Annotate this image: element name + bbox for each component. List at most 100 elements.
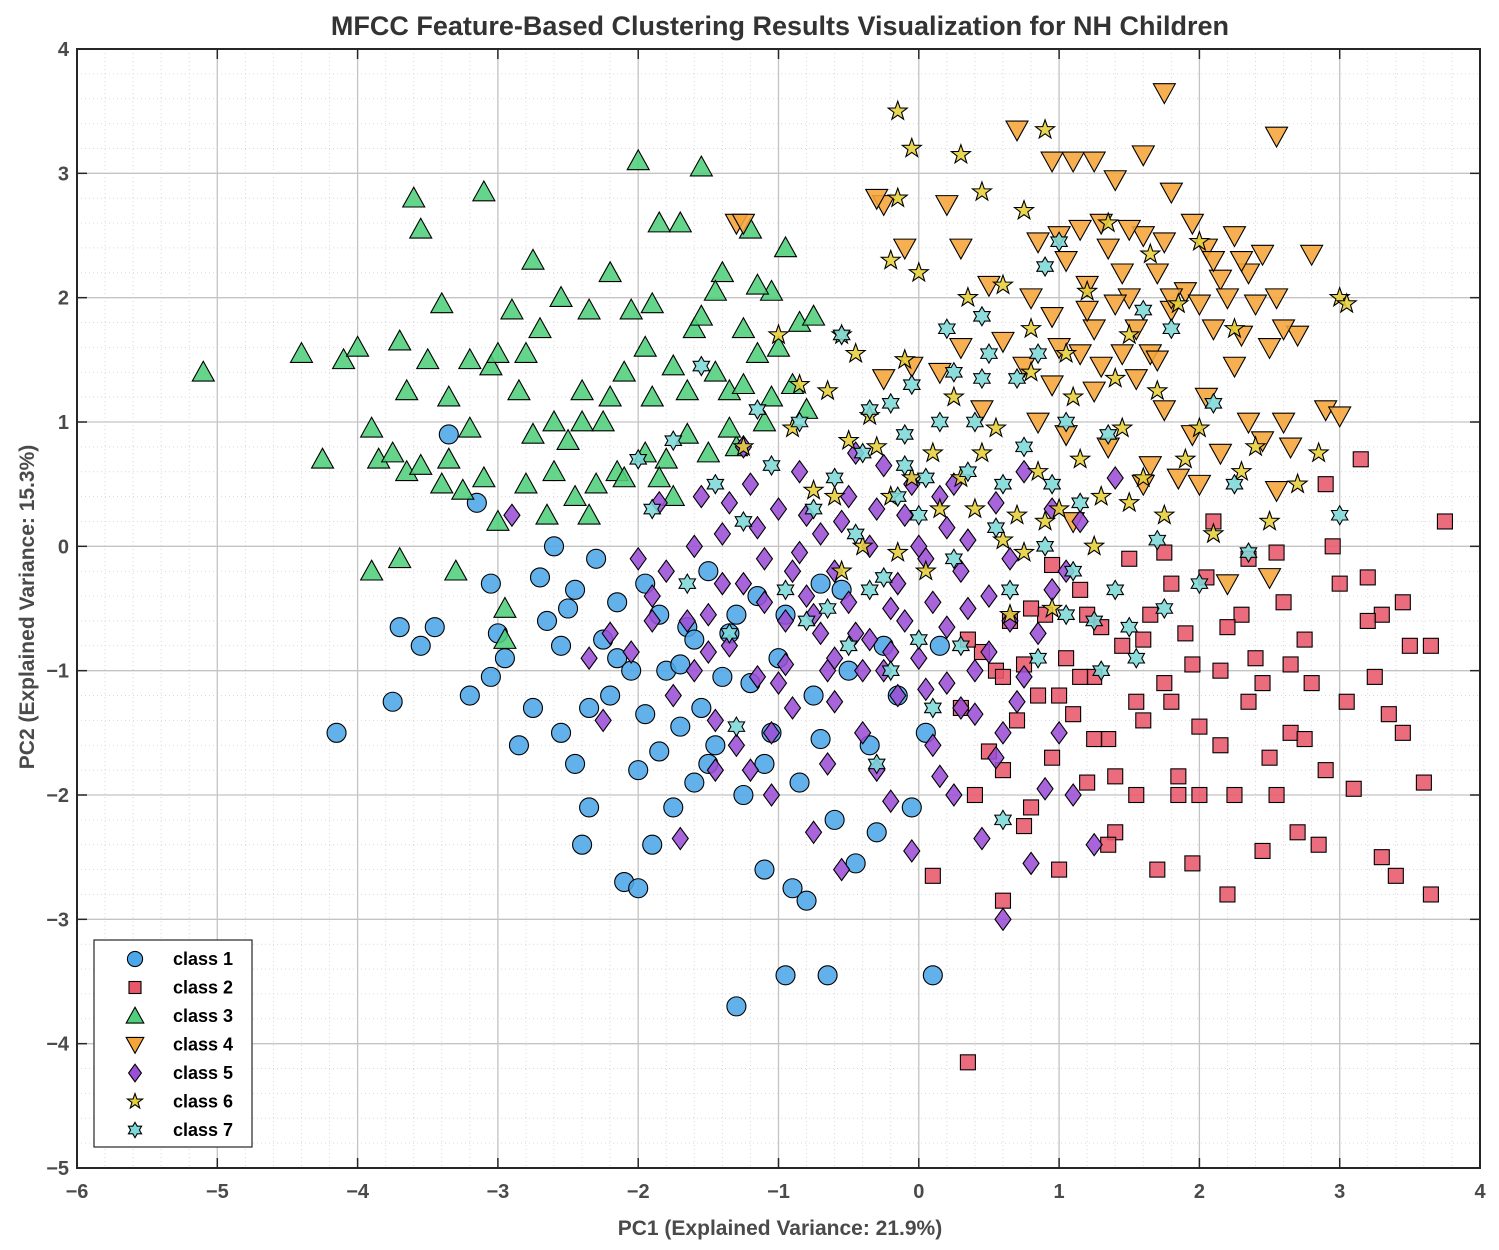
data-point	[1055, 341, 1078, 364]
data-point	[703, 279, 728, 301]
data-point	[832, 324, 851, 346]
data-point	[1184, 656, 1201, 673]
data-point	[993, 809, 1013, 831]
data-point	[684, 629, 705, 650]
data-point	[1268, 786, 1285, 804]
data-point	[810, 728, 831, 750]
data-point	[1244, 435, 1267, 457]
data-point	[801, 304, 826, 326]
data-point	[963, 497, 987, 519]
series-class-5	[503, 434, 1124, 932]
data-point	[1097, 211, 1120, 233]
data-point	[1271, 412, 1296, 435]
data-point	[565, 753, 586, 774]
data-point	[1202, 522, 1225, 544]
data-point	[1099, 423, 1118, 446]
data-point	[775, 965, 796, 986]
data-point	[1243, 294, 1268, 317]
data-point	[845, 853, 866, 874]
data-point	[394, 378, 419, 401]
data-point	[598, 385, 623, 407]
data-point	[579, 797, 600, 818]
data-point	[1100, 836, 1117, 853]
data-point	[1065, 706, 1082, 723]
data-point	[508, 735, 529, 756]
data-point	[643, 584, 661, 609]
data-point	[909, 504, 928, 526]
data-point	[713, 521, 732, 546]
data-point	[514, 341, 538, 363]
data-point	[685, 534, 704, 559]
data-point	[647, 465, 672, 488]
data-point	[629, 448, 648, 470]
data-point	[868, 497, 886, 521]
data-point	[731, 372, 756, 395]
data-point	[1225, 473, 1244, 495]
data-point	[1086, 730, 1103, 748]
data-point	[741, 758, 760, 783]
data-point	[514, 472, 538, 494]
data-point	[959, 528, 977, 553]
legend-label: class 2	[173, 978, 233, 998]
data-point	[1103, 170, 1128, 192]
data-point	[902, 374, 921, 396]
y-tick-label: 0	[58, 536, 69, 558]
data-point	[803, 685, 824, 706]
data-point	[563, 484, 587, 506]
data-point	[804, 820, 823, 845]
data-point	[1092, 660, 1111, 682]
data-point	[748, 515, 767, 540]
data-point	[720, 633, 739, 658]
data-point	[1069, 447, 1092, 469]
data-point	[916, 467, 935, 489]
y-axis-label: PC2 (Explained Variance: 15.3%)	[16, 445, 39, 769]
data-point	[938, 515, 956, 540]
data-point	[993, 473, 1013, 495]
data-point	[811, 521, 830, 546]
data-point	[773, 235, 798, 258]
data-point	[1028, 647, 1048, 669]
data-point	[1026, 460, 1050, 482]
data-point	[853, 442, 872, 464]
data-point	[1064, 783, 1082, 807]
data-point	[586, 548, 607, 569]
data-point	[1100, 730, 1117, 748]
data-point	[557, 598, 579, 619]
data-point	[896, 503, 914, 528]
data-point	[789, 772, 810, 793]
data-point	[1058, 650, 1075, 667]
data-point	[881, 660, 900, 682]
data-point	[965, 411, 985, 433]
data-point	[1191, 786, 1208, 804]
data-point	[1138, 456, 1163, 478]
data-point	[712, 666, 733, 687]
data-point	[921, 441, 944, 463]
data-point	[1005, 120, 1029, 142]
data-point	[811, 621, 830, 646]
data-point	[810, 573, 831, 594]
data-point	[1035, 255, 1055, 278]
data-point	[952, 696, 970, 720]
data-point	[600, 685, 621, 706]
data-point	[1050, 720, 1068, 745]
data-point	[886, 540, 909, 562]
legend-label: class 1	[173, 949, 233, 969]
chart-title: MFCC Feature-Based Clustering Results Vi…	[331, 11, 1229, 41]
data-point	[664, 430, 683, 452]
legend-marker	[125, 1091, 145, 1110]
data-point	[661, 484, 686, 506]
data-point	[1208, 443, 1233, 466]
data-point	[1026, 232, 1050, 254]
data-point	[924, 733, 942, 758]
data-point	[1215, 288, 1240, 310]
data-point	[529, 567, 551, 588]
data-point	[892, 238, 917, 261]
data-point	[952, 559, 970, 584]
data-point	[717, 416, 742, 438]
data-point	[930, 411, 950, 433]
data-point	[1090, 484, 1113, 507]
data-point	[471, 465, 496, 488]
legend-box	[93, 939, 253, 1148]
data-point	[1054, 251, 1079, 273]
